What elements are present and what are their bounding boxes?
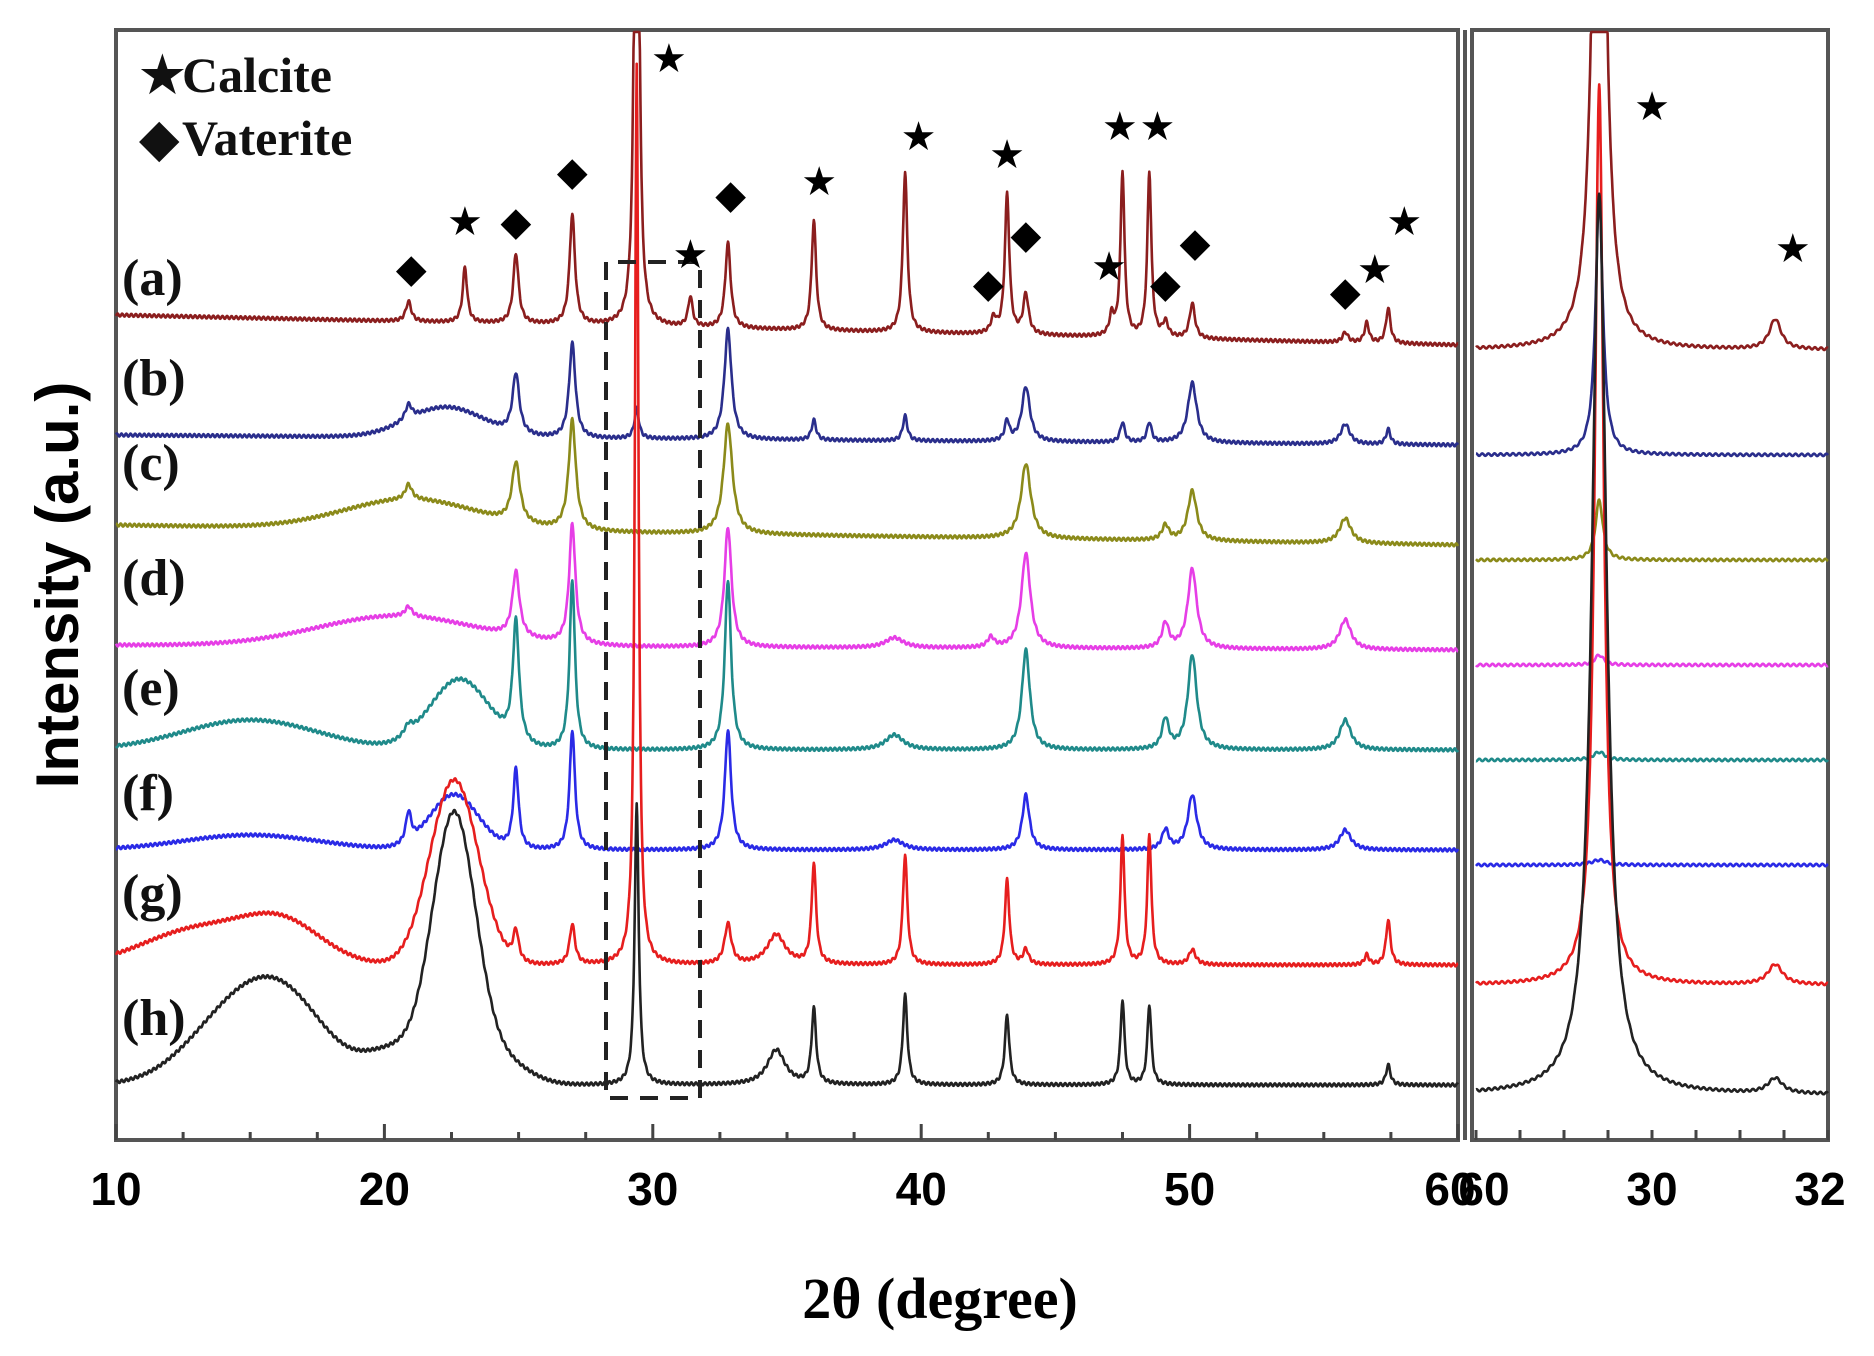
calcite-marker: ★ xyxy=(1386,199,1422,245)
calcite-marker: ★ xyxy=(1091,244,1127,290)
inset-trace-a xyxy=(1475,30,1829,352)
main-traces xyxy=(114,30,1460,1088)
series-label: (h) xyxy=(122,990,186,1047)
trace-h xyxy=(114,802,1460,1088)
inset-trace-c xyxy=(1475,498,1829,563)
inset-x-tick-label: 30 xyxy=(1626,1163,1677,1215)
series-label: (c) xyxy=(122,435,180,492)
legend-vaterite-symbol: ◆ xyxy=(139,110,180,166)
x-tick-label: 30 xyxy=(627,1163,678,1215)
trace-f xyxy=(115,729,1460,853)
series-label: (a) xyxy=(122,250,183,307)
series-label: (g) xyxy=(122,865,183,922)
inset-x-tick-label: 32 xyxy=(1794,1163,1845,1215)
vaterite-marker: ◆ xyxy=(1010,212,1041,258)
axis-ticks xyxy=(114,1124,1830,1140)
inset-trace-h xyxy=(1475,192,1830,1096)
inset-x-tick-label: 60 xyxy=(1458,1163,1509,1215)
series-label: (b) xyxy=(122,350,186,407)
phase-markers: ★★★★★ ★★ ★★ ★★◆◆◆ ◆◆◆◆◆◆★★ xyxy=(396,36,1811,315)
inset-plot-frame xyxy=(1470,28,1830,1142)
vaterite-marker: ◆ xyxy=(396,246,427,292)
vaterite-marker: ◆ xyxy=(973,261,1004,307)
calcite-marker: ★ xyxy=(447,199,483,245)
trace-e xyxy=(114,579,1460,753)
inset-trace-b xyxy=(1475,192,1830,458)
inset-trace-g xyxy=(1474,83,1829,987)
trace-b xyxy=(114,326,1460,448)
trace-d xyxy=(114,521,1459,653)
series-label: (d) xyxy=(122,550,186,607)
trace-c xyxy=(115,416,1460,548)
inset-traces xyxy=(1474,30,1830,1096)
calcite-marker: ★ xyxy=(672,232,708,278)
calcite-marker: ★ xyxy=(801,159,837,205)
legend-calcite-symbol: ★ xyxy=(140,47,185,103)
calcite-marker: ★ xyxy=(1357,247,1393,293)
calcite-marker: ★ xyxy=(1102,104,1138,150)
series-labels: (a) (b) (c) (d) (e) (f) (g) (h) xyxy=(122,250,186,1047)
inset-calcite-marker: ★ xyxy=(1634,84,1670,130)
x-axis-title: 2θ (degree) xyxy=(802,1266,1078,1331)
legend: ★ Calcite ◆ Vaterite xyxy=(139,47,352,166)
zoom-region-box xyxy=(604,260,702,1100)
calcite-marker: ★ xyxy=(901,114,937,160)
inset-trace-e xyxy=(1475,750,1830,763)
x-tick-label: 10 xyxy=(90,1163,141,1215)
series-label: (e) xyxy=(122,660,180,717)
inset-calcite-marker: ★ xyxy=(1775,226,1811,272)
trace-a xyxy=(114,30,1459,348)
calcite-marker: ★ xyxy=(1139,104,1175,150)
vaterite-marker: ◆ xyxy=(1180,220,1211,266)
legend-vaterite-label: Vaterite xyxy=(182,110,352,166)
vaterite-marker: ◆ xyxy=(557,149,588,195)
vaterite-marker: ◆ xyxy=(1150,261,1181,307)
trace-g xyxy=(114,62,1459,968)
vaterite-marker: ◆ xyxy=(715,172,746,218)
x-tick-label: 50 xyxy=(1164,1163,1215,1215)
calcite-marker: ★ xyxy=(651,36,687,82)
legend-calcite-label: Calcite xyxy=(182,47,332,103)
vaterite-marker: ◆ xyxy=(1330,269,1361,315)
vaterite-marker: ◆ xyxy=(501,199,532,245)
main-plot-frame xyxy=(114,28,1460,1142)
y-axis-title: Intensity (a.u.) xyxy=(24,382,91,789)
inset-trace-d xyxy=(1474,653,1829,668)
x-tick-label: 20 xyxy=(359,1163,410,1215)
series-label: (f) xyxy=(122,765,174,822)
calcite-marker: ★ xyxy=(989,132,1025,178)
x-tick-label: 60 xyxy=(1424,1163,1475,1215)
inset-trace-f xyxy=(1474,857,1829,868)
x-tick-label: 40 xyxy=(896,1163,947,1215)
